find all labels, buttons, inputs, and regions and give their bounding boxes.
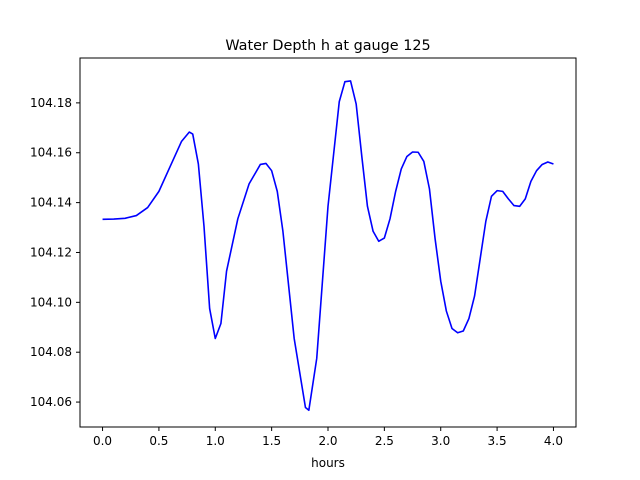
y-tick-label: 104.18 bbox=[30, 96, 72, 110]
plot-area bbox=[80, 58, 576, 427]
y-axis: 104.06 104.08 104.10 104.12 104.14 104.16 104.… bbox=[30, 96, 80, 409]
x-axis-title: hours bbox=[311, 456, 345, 470]
x-tick-label: 2.0 bbox=[318, 434, 337, 448]
series-layer bbox=[102, 80, 554, 412]
y-tick-label: 104.08 bbox=[30, 345, 72, 359]
y-tick-label: 104.06 bbox=[30, 395, 72, 409]
chart-title: Water Depth h at gauge 125 bbox=[225, 38, 430, 54]
y-tick-label: 104.12 bbox=[30, 245, 72, 259]
plot-frame bbox=[79, 57, 577, 428]
x-tick-label: 2.5 bbox=[375, 434, 394, 448]
x-tick-label: 3.0 bbox=[431, 434, 450, 448]
x-tick-label: 0.5 bbox=[149, 434, 168, 448]
y-tick-label: 104.16 bbox=[30, 146, 72, 160]
x-tick-label: 4.0 bbox=[544, 434, 563, 448]
x-tick-label: 1.0 bbox=[206, 434, 225, 448]
x-tick-label: 0.0 bbox=[93, 434, 112, 448]
y-tick-label: 104.10 bbox=[30, 295, 72, 309]
x-axis: 0.0 0.5 1.0 1.5 2.0 2.5 3.0 3.5 4.0 bbox=[93, 427, 563, 448]
series-line-0 bbox=[102, 80, 554, 412]
y-tick-label: 104.14 bbox=[30, 196, 72, 210]
x-tick-label: 1.5 bbox=[262, 434, 281, 448]
x-tick-label: 3.5 bbox=[488, 434, 507, 448]
